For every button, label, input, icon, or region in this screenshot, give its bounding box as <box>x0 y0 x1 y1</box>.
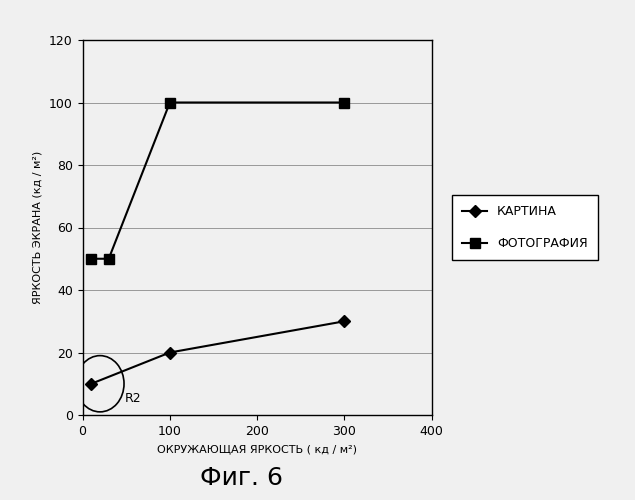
КАРТИНА <box>340 318 348 324</box>
Y-axis label: ЯРКОСТЬ ЭКРАНА (кд / м²): ЯРКОСТЬ ЭКРАНА (кд / м²) <box>32 151 42 304</box>
X-axis label: ОКРУЖАЮЩАЯ ЯРКОСТЬ ( кд / м²): ОКРУЖАЮЩАЯ ЯРКОСТЬ ( кд / м²) <box>157 444 357 454</box>
ФОТОГРАФИЯ <box>105 256 112 262</box>
Line: ФОТОГРАФИЯ: ФОТОГРАФИЯ <box>86 98 349 264</box>
КАРТИНА <box>166 350 174 356</box>
КАРТИНА <box>88 381 95 387</box>
ФОТОГРАФИЯ <box>88 256 95 262</box>
ФОТОГРАФИЯ <box>340 100 348 105</box>
Legend: КАРТИНА, ФОТОГРАФИЯ: КАРТИНА, ФОТОГРАФИЯ <box>452 195 598 260</box>
Text: R2: R2 <box>124 392 141 406</box>
Line: КАРТИНА: КАРТИНА <box>87 317 349 388</box>
ФОТОГРАФИЯ <box>166 100 174 105</box>
Text: Фиг. 6: Фиг. 6 <box>200 466 283 490</box>
